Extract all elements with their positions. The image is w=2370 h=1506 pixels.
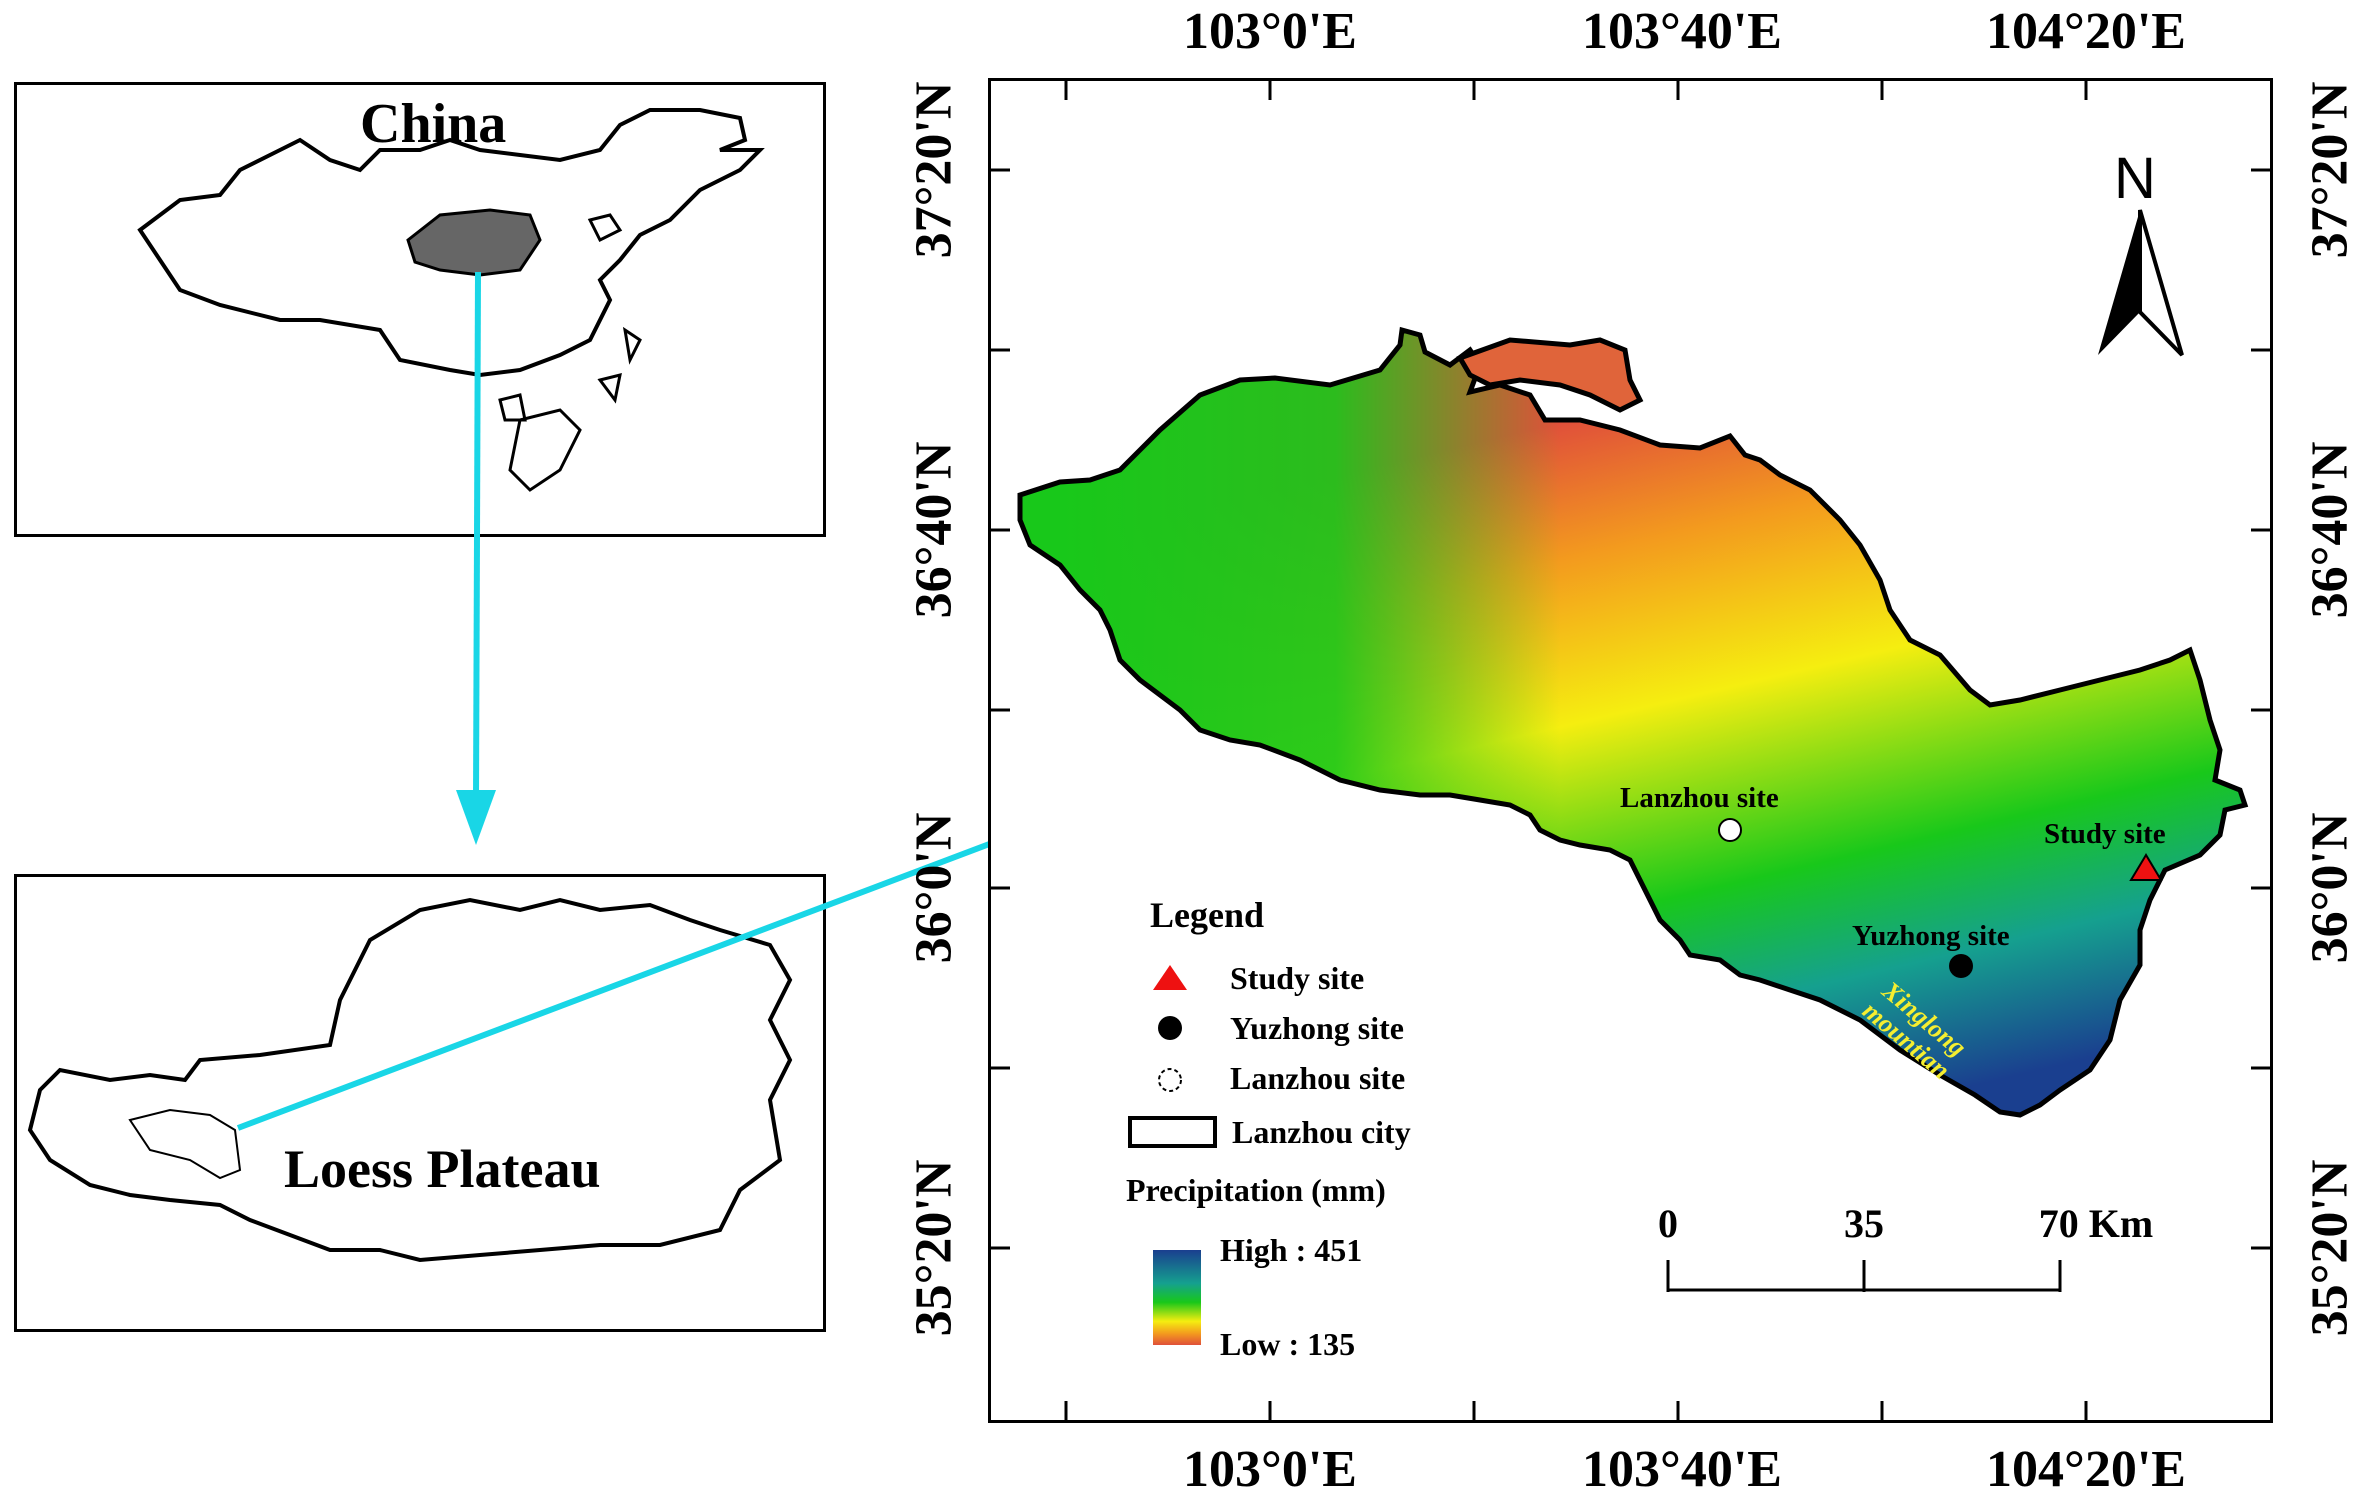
loess-title: Loess Plateau: [284, 1139, 601, 1199]
study-site-marker: [2129, 853, 2163, 881]
scale-label-0: 0: [1658, 1201, 1678, 1246]
scale-label-35: 35: [1844, 1201, 1884, 1246]
scale-label-70: 70 Km: [2038, 1201, 2154, 1246]
legend-precip-high: High : 451: [1220, 1232, 1363, 1268]
loess-region-in-china: [406, 208, 542, 277]
legend-item-lanzhou-site: Lanzhou site: [1230, 1060, 1406, 1096]
lanzhou-site-marker: [1718, 818, 1742, 842]
legend-lanzhou-site-icon: [1158, 1068, 1182, 1092]
lon-label-top-2: 103°40'E: [1582, 3, 1782, 60]
lanzhou-in-loess: [128, 1108, 242, 1180]
study-site-label: Study site: [2044, 818, 2166, 850]
legend-precip-low: Low : 135: [1220, 1326, 1356, 1362]
lanzhou-site-label: Lanzhou site: [1620, 782, 1779, 814]
yuzhong-site-marker: [1949, 954, 1973, 978]
legend-item-study-site: Study site: [1230, 960, 1365, 996]
legend-title: Legend: [1150, 895, 1265, 935]
north-enclave: [1456, 337, 1644, 413]
lon-label-bottom-2: 103°40'E: [1582, 1441, 1782, 1498]
lon-label-top-3: 104°20'E: [1986, 3, 2186, 60]
lon-label-top-1: 103°0'E: [1183, 3, 1357, 60]
legend-item-lanzhou-city: Lanzhou city: [1232, 1114, 1411, 1150]
china-title: China: [360, 93, 507, 155]
legend-yuzhong-site-icon: [1158, 1016, 1182, 1040]
yuzhong-site-label: Yuzhong site: [1852, 920, 2010, 952]
lon-label-bottom-1: 103°0'E: [1183, 1441, 1357, 1498]
legend-precip-title: Precipitation (mm): [1126, 1172, 1386, 1208]
legend-item-yuzhong-site: Yuzhong site: [1230, 1010, 1404, 1046]
north-arrow-label: N: [2114, 146, 2156, 211]
legend-study-site-icon: [1153, 965, 1187, 990]
legend-precip-ramp: [1153, 1250, 1201, 1345]
legend-lanzhou-city-icon: [1128, 1116, 1217, 1148]
lon-label-bottom-3: 104°20'E: [1986, 1441, 2186, 1498]
